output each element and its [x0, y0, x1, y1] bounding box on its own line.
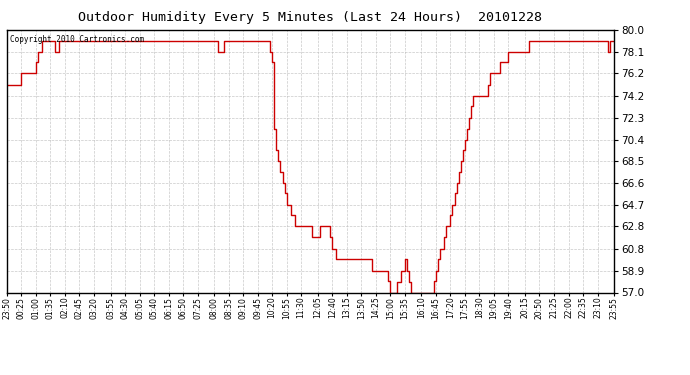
- Text: Outdoor Humidity Every 5 Minutes (Last 24 Hours)  20101228: Outdoor Humidity Every 5 Minutes (Last 2…: [79, 11, 542, 24]
- Text: Copyright 2010 Cartronics.com: Copyright 2010 Cartronics.com: [10, 35, 144, 44]
